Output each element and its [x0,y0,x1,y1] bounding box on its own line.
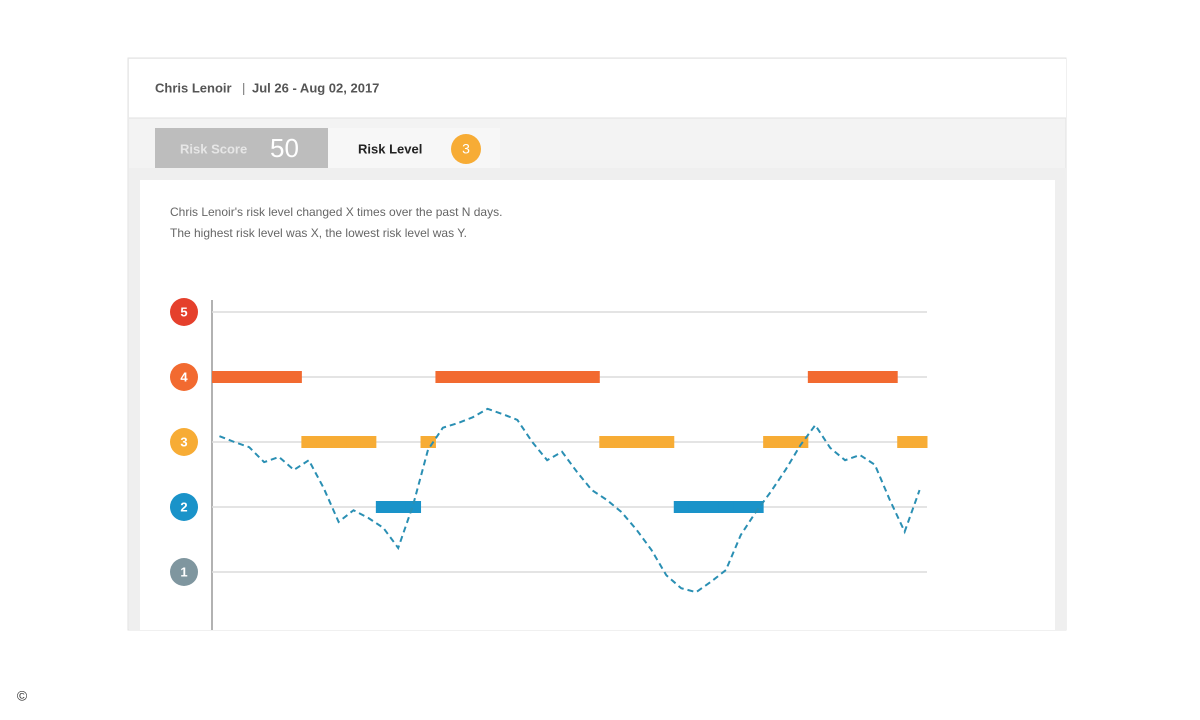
level-bar [286,371,302,383]
level-bar [509,371,526,383]
level-bar [450,371,466,383]
level-badge [170,298,198,326]
level-bar [733,501,749,513]
header-name: Chris Lenoir [155,80,232,95]
tab-value: 3 [462,141,470,157]
tab-risk-score[interactable] [155,128,328,168]
level-bar [807,371,824,383]
copyright: © [17,688,28,704]
level-bar [390,501,407,513]
level-badge [170,493,198,521]
level-bar [822,371,839,383]
level-bar [554,371,570,383]
level-bar [524,371,541,383]
y-tick-label: 2 [180,499,187,514]
level-bar [718,501,734,513]
risk-line [219,407,921,594]
level-bar [212,371,228,383]
level-bar [331,436,347,448]
y-tick-label: 5 [180,304,187,319]
level-bar [480,371,496,383]
level-bar [673,501,690,513]
level-bar [629,436,645,448]
level-bar [375,501,392,513]
level-bar [435,371,451,383]
level-bar [405,501,422,513]
level-bar [614,436,630,448]
level-bar [241,371,258,383]
level-badge [170,428,198,456]
level-bar [301,436,317,448]
header-dates: Jul 26 - Aug 02, 2017 [252,80,379,95]
y-tick-label: 1 [180,564,187,579]
tab-badge [451,134,481,164]
tab-label: Risk Level [358,141,422,156]
level-bar [658,436,675,448]
level-bar [316,436,332,448]
level-bar [271,371,287,383]
level-bar [882,371,898,383]
level-bar [465,371,481,383]
level-bar [495,371,511,383]
y-tick-label: 4 [180,369,188,384]
level-bar [346,436,362,448]
level-bar [688,501,705,513]
level-bar [852,371,868,383]
level-bar [569,371,585,383]
level-bar [763,436,779,448]
chart-panel [140,180,1055,630]
y-tick-label: 3 [180,434,187,449]
level-bar [792,436,809,448]
level-bar [584,371,600,383]
header-bar [129,59,1066,118]
tab-value: 50 [270,133,299,163]
level-badge [170,363,198,391]
level-bar [703,501,719,513]
level-bar [539,371,556,383]
level-bar [599,436,615,448]
level-bar [897,436,913,448]
level-bar [360,436,377,448]
level-bar [748,501,764,513]
level-bar [226,371,243,383]
description: Chris Lenoir's risk level changed X time… [170,205,502,219]
header-separator: | [242,80,245,95]
level-bar [778,436,794,448]
level-bar [256,371,273,383]
level-bar [867,371,883,383]
level-badge [170,558,198,586]
level-bar [912,436,928,448]
description: The highest risk level was X, the lowest… [170,226,467,240]
level-bar [837,371,854,383]
tab-label: Risk Score [180,141,247,156]
level-bar [643,436,660,448]
